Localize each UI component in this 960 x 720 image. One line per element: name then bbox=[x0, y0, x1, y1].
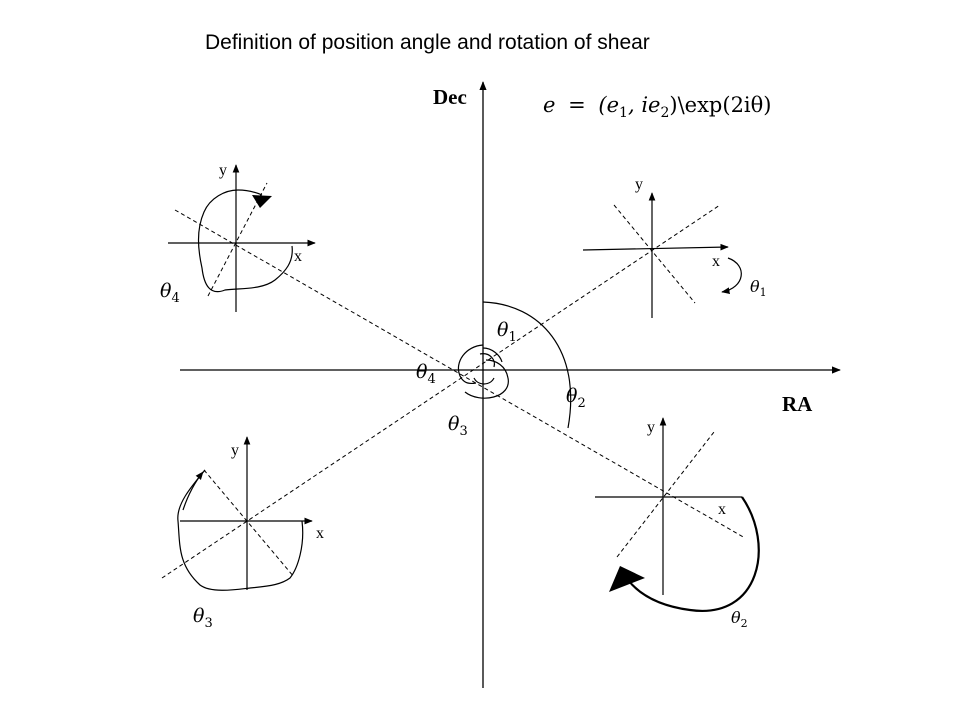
q3-rotation-arrowhead bbox=[182, 471, 204, 511]
center-theta2-label: θ2 bbox=[566, 385, 586, 411]
q1-theta-label: θ1 bbox=[750, 277, 767, 299]
quadrant-2-diagram: y x θ2 bbox=[595, 417, 760, 630]
q1-y-label: y bbox=[635, 176, 643, 193]
arc-theta-inner-3 bbox=[473, 377, 495, 385]
q1-x-axis bbox=[582, 243, 729, 251]
q3-theta-label: θ3 bbox=[193, 605, 213, 631]
diagram-title: Definition of position angle and rotatio… bbox=[205, 31, 650, 54]
center-angle-arcs bbox=[457, 301, 572, 429]
arc-theta1 bbox=[482, 347, 503, 363]
dashed-line-quadrant-2-4 bbox=[174, 209, 746, 539]
q4-y-label: y bbox=[219, 162, 227, 179]
center-theta1-label: θ1 bbox=[497, 319, 517, 345]
q2-rotation-arrowhead bbox=[609, 566, 645, 592]
q2-rotation-arc bbox=[627, 496, 760, 612]
arc-theta2-large bbox=[482, 301, 572, 429]
ra-axis-label: RA bbox=[782, 392, 813, 416]
shear-formula: e = (e1, ie2)\exp(2iθ) bbox=[543, 93, 771, 121]
q4-rotation-loop bbox=[197, 189, 293, 293]
q1-rotation-arrow bbox=[721, 257, 742, 295]
q2-dashed-cross bbox=[616, 431, 715, 558]
center-theta3-label: θ3 bbox=[448, 413, 468, 439]
arc-theta3 bbox=[464, 359, 509, 399]
q4-theta-label: θ4 bbox=[160, 280, 180, 306]
q1-dashed-cross bbox=[613, 204, 696, 304]
q2-theta-label: θ2 bbox=[731, 608, 748, 630]
q4-rotation-arrowhead bbox=[252, 195, 272, 208]
q4-x-label: x bbox=[294, 248, 302, 265]
q2-x-label: x bbox=[718, 501, 726, 518]
arc-theta4 bbox=[457, 344, 484, 385]
center-theta4-label: θ4 bbox=[416, 361, 436, 387]
arc-theta-inner-2 bbox=[479, 353, 495, 368]
q3-y-label: y bbox=[231, 442, 239, 459]
main-axes: Dec RA bbox=[180, 81, 841, 688]
dec-axis-label: Dec bbox=[433, 85, 467, 109]
q1-x-label: x bbox=[712, 253, 720, 270]
dashed-line-quadrant-1-3 bbox=[161, 204, 721, 579]
q3-x-label: x bbox=[316, 525, 324, 542]
quadrant-4-diagram: y x θ4 bbox=[160, 162, 316, 312]
q3-dashed-cross bbox=[203, 469, 295, 578]
quadrant-1-diagram: y x θ1 bbox=[582, 176, 767, 318]
q2-y-label: y bbox=[647, 419, 655, 436]
quadrant-3-diagram: y x θ3 bbox=[177, 436, 324, 631]
q3-rotation-loop bbox=[177, 469, 304, 591]
